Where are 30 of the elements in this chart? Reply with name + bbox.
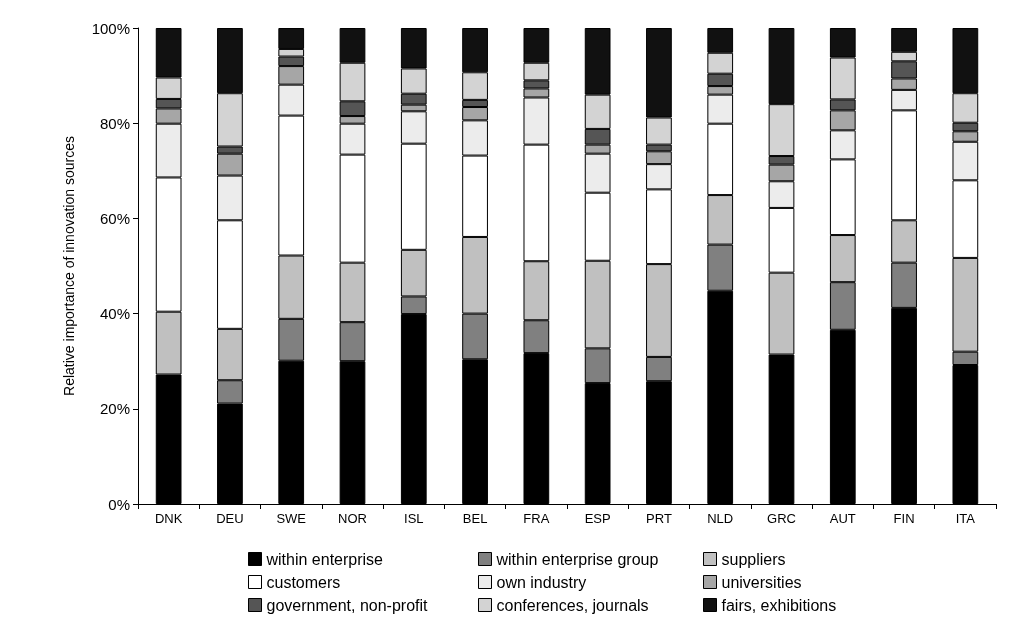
y-tick-label: 60% <box>99 209 130 227</box>
x-tick-label: ESP <box>584 511 611 526</box>
legend-label: suppliers <box>721 550 786 568</box>
y-tick-label: 100% <box>91 19 130 37</box>
x-tick-label: DNK <box>154 511 183 526</box>
x-tick-label: FIN <box>893 511 915 526</box>
y-tick-label: 20% <box>99 400 130 418</box>
legend-label: own industry <box>496 573 587 591</box>
legend-label: government, non-profit <box>266 596 429 614</box>
x-tick-label: FRA <box>523 511 550 526</box>
x-tick-label: BEL <box>462 511 488 526</box>
legend-label: fairs, exhibitions <box>721 596 837 614</box>
x-tick-label: NOR <box>338 511 367 526</box>
legend-label: conferences, journals <box>496 596 649 614</box>
x-tick-label: AUT <box>829 511 856 526</box>
y-axis-title: Relative importance of innovation sources <box>61 136 77 396</box>
legend-label: within enterprise <box>265 550 384 568</box>
y-tick-label: 0% <box>108 495 130 513</box>
legend-label: universities <box>721 573 802 591</box>
x-tick-label: ISL <box>404 511 424 526</box>
x-tick-label: DEU <box>216 511 244 526</box>
legend-label: within enterprise group <box>495 550 659 568</box>
legend-label: customers <box>266 573 341 591</box>
x-tick-label: SWE <box>276 511 307 526</box>
y-tick-label: 40% <box>99 305 130 323</box>
x-tick-label: GRC <box>767 511 796 526</box>
x-tick-label: ITA <box>955 511 976 526</box>
y-tick-label: 80% <box>99 114 130 132</box>
x-tick-label: PRT <box>646 511 672 526</box>
x-tick-label: NLD <box>707 511 734 526</box>
